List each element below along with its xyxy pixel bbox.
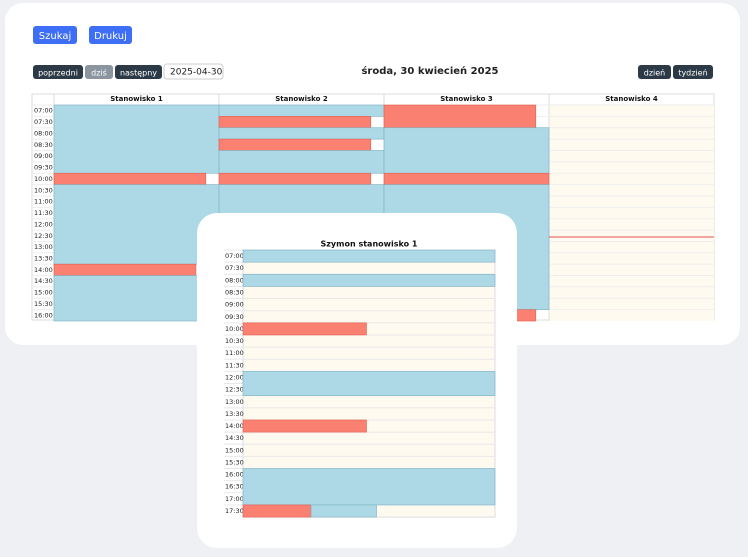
time-label: 16:00 (34, 311, 53, 319)
week-view-button[interactable] (673, 65, 713, 79)
time-label: 08:00 (34, 129, 53, 137)
time-label: 14:30 (225, 434, 244, 442)
today-button[interactable] (85, 65, 113, 79)
day-view-button-label[interactable]: dzień (644, 69, 666, 78)
time-label: 16:00 (225, 471, 244, 479)
column-header: Stanowisko 4 (605, 95, 658, 103)
booking (383, 127, 550, 174)
booking (242, 468, 496, 506)
time-label: 09:00 (225, 301, 244, 309)
booking (383, 104, 537, 129)
time-label: 16:30 (225, 483, 244, 491)
time-label: 09:30 (34, 164, 53, 172)
time-label: 10:30 (225, 337, 244, 345)
time-label: 15:00 (34, 289, 53, 297)
time-label: 14:00 (225, 422, 244, 430)
time-label: 13:00 (34, 243, 53, 251)
time-label: 12:30 (225, 386, 244, 394)
time-label: 07:30 (34, 118, 53, 126)
next-button[interactable] (115, 65, 162, 79)
time-label: 08:30 (34, 141, 53, 149)
booking (310, 504, 377, 518)
prev-button-label[interactable]: poprzedni (38, 69, 78, 78)
column-header: Stanowisko 3 (440, 95, 493, 103)
booking (218, 150, 385, 174)
time-label: 14:00 (34, 266, 53, 274)
day-view-button[interactable] (638, 65, 671, 79)
time-label: 11:30 (225, 361, 244, 369)
date-heading: środa, 30 kwiecień 2025 (361, 65, 498, 77)
time-label: 15:30 (225, 458, 244, 466)
print-button[interactable] (89, 26, 132, 44)
date-input[interactable] (163, 63, 224, 80)
booking (218, 138, 372, 151)
time-label: 15:00 (225, 446, 244, 454)
column-header: Stanowisko 2 (275, 95, 328, 103)
time-label: 12:00 (34, 220, 53, 228)
booking (242, 322, 367, 336)
time-label: 13:00 (225, 398, 244, 406)
booking (242, 249, 496, 263)
today-button-label[interactable]: dziś (91, 68, 107, 78)
booking (218, 104, 385, 117)
time-label: 14:30 (34, 277, 53, 285)
column-header: Stanowisko 1 (110, 95, 163, 103)
time-label: 10:00 (225, 325, 244, 333)
time-label: 12:30 (34, 232, 53, 240)
time-label: 07:00 (34, 107, 53, 115)
booking (53, 104, 220, 174)
time-label: 07:30 (225, 264, 244, 272)
booking (53, 263, 197, 276)
next-button-label[interactable]: następny (120, 69, 157, 78)
booking (242, 371, 496, 396)
popup-title: Szymon stanowisko 1 (321, 240, 418, 249)
time-label: 17:30 (225, 507, 244, 515)
booking (218, 172, 372, 185)
time-label: 11:30 (34, 209, 53, 217)
time-label: 08:00 (225, 276, 244, 284)
week-view-button-label[interactable]: tydzień (678, 69, 707, 78)
search-button-label[interactable]: Szukaj (39, 31, 71, 42)
time-label: 07:00 (225, 252, 244, 260)
time-label: 13:30 (225, 410, 244, 418)
search-button[interactable] (33, 26, 77, 44)
time-label: 09:30 (225, 313, 244, 321)
booking (242, 273, 496, 287)
time-label: 11:00 (34, 198, 53, 206)
time-label: 13:30 (34, 254, 53, 262)
time-label: 11:00 (225, 349, 244, 357)
prev-button[interactable] (33, 65, 83, 79)
print-button-label[interactable]: Drukuj (94, 31, 127, 42)
booking (383, 172, 550, 185)
time-label: 09:00 (34, 152, 53, 160)
booking (242, 504, 312, 518)
booking (53, 184, 220, 265)
booking (218, 116, 372, 129)
date-input-value[interactable]: 2025-04-30 (170, 68, 223, 78)
time-label: 17:00 (225, 495, 244, 503)
time-label: 12:00 (225, 373, 244, 381)
booking (53, 172, 207, 185)
time-label: 08:30 (225, 288, 244, 296)
booking (53, 275, 220, 322)
time-label: 10:00 (34, 175, 53, 183)
time-label: 15:30 (34, 300, 53, 308)
time-label: 10:30 (34, 186, 53, 194)
booking (218, 127, 385, 140)
free-column (549, 105, 714, 322)
booking (242, 419, 367, 433)
